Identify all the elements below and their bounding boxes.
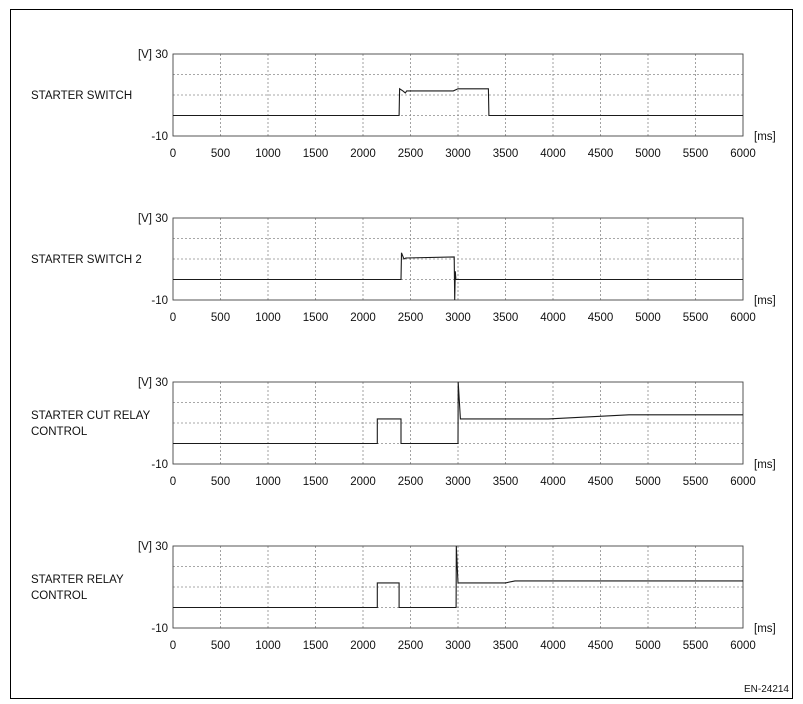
x-unit-label: [ms]	[754, 131, 776, 143]
y-max-label: [V] 30	[138, 213, 168, 225]
y-max-label: [V] 30	[138, 49, 168, 61]
signal-name-label: CONTROL	[31, 426, 88, 438]
signal-name-label: STARTER RELAY	[31, 574, 124, 586]
x-tick-label: 1000	[255, 476, 281, 488]
x-tick-label: 1500	[303, 476, 329, 488]
scope-panel: [V] 30 -10 [ms] 0 500 1000 1500 2000 2500 3000 350…	[31, 377, 776, 488]
waveform-trace	[173, 252, 743, 301]
x-tick-label: 1000	[255, 640, 281, 652]
x-unit-label: [ms]	[754, 295, 776, 307]
x-tick-label: 3500	[493, 640, 519, 652]
x-tick-label: 1500	[303, 640, 329, 652]
waveform-trace	[173, 545, 743, 609]
x-tick-label: 6000	[730, 476, 756, 488]
x-tick-label: 6000	[730, 640, 756, 652]
x-tick-label: 5000	[635, 640, 661, 652]
x-tick-label: 2000	[350, 476, 376, 488]
x-tick-label: 1000	[255, 312, 281, 324]
x-tick-label: 500	[211, 476, 230, 488]
x-tick-label: 4500	[588, 476, 614, 488]
x-tick-label: 4000	[540, 312, 566, 324]
y-max-label: [V] 30	[138, 377, 168, 389]
x-tick-label: 1000	[255, 148, 281, 160]
y-max-label: [V] 30	[138, 541, 168, 553]
x-unit-label: [ms]	[754, 459, 776, 471]
signal-name-label: STARTER SWITCH	[31, 90, 132, 102]
figure-frame	[10, 9, 793, 699]
scope-panel: [V] 30 -10 [ms] 0 500 1000 1500 2000 2500 3000 350…	[31, 213, 776, 324]
x-tick-label: 2000	[350, 312, 376, 324]
y-min-label: -10	[151, 623, 168, 635]
x-tick-label: 2000	[350, 148, 376, 160]
x-tick-label: 2500	[398, 476, 424, 488]
y-min-label: -10	[151, 295, 168, 307]
plot-frame	[172, 545, 744, 629]
x-tick-label: 6000	[730, 148, 756, 160]
scope-panel: [V] 30 -10 [ms] 0 500 1000 1500 2000 2500 3000 350…	[31, 49, 776, 160]
x-tick-label: 3500	[493, 312, 519, 324]
x-tick-label: 5500	[683, 148, 709, 160]
x-tick-label: 0	[170, 640, 176, 652]
x-tick-label: 3000	[445, 640, 471, 652]
x-tick-label: 4500	[588, 148, 614, 160]
x-tick-label: 5000	[635, 148, 661, 160]
x-tick-label: 3000	[445, 312, 471, 324]
x-tick-label: 5000	[635, 476, 661, 488]
x-tick-label: 5500	[683, 312, 709, 324]
scope-panel: [V] 30 -10 [ms] 0 500 1000 1500 2000 2500 3000 350…	[31, 541, 776, 652]
x-tick-label: 0	[170, 148, 176, 160]
x-tick-label: 1500	[303, 312, 329, 324]
x-tick-label: 1500	[303, 148, 329, 160]
x-tick-label: 5500	[683, 476, 709, 488]
x-tick-label: 500	[211, 148, 230, 160]
x-tick-label: 500	[211, 640, 230, 652]
x-tick-label: 2500	[398, 312, 424, 324]
x-tick-label: 2500	[398, 148, 424, 160]
figure-code: EN-24214	[743, 684, 789, 695]
x-tick-label: 5000	[635, 312, 661, 324]
x-tick-label: 3500	[493, 476, 519, 488]
x-tick-label: 5500	[683, 640, 709, 652]
x-tick-label: 4000	[540, 476, 566, 488]
waveform-trace	[173, 87, 743, 117]
x-unit-label: [ms]	[754, 623, 776, 635]
x-tick-label: 4500	[588, 312, 614, 324]
waveform-trace	[173, 381, 743, 445]
x-tick-label: 3000	[445, 476, 471, 488]
plot-frame	[172, 53, 744, 137]
x-tick-label: 0	[170, 476, 176, 488]
x-tick-label: 500	[211, 312, 230, 324]
x-tick-label: 0	[170, 312, 176, 324]
x-tick-label: 2000	[350, 640, 376, 652]
signal-name-label: STARTER CUT RELAY	[31, 410, 151, 422]
x-tick-label: 2500	[398, 640, 424, 652]
x-tick-label: 4000	[540, 640, 566, 652]
x-tick-label: 6000	[730, 312, 756, 324]
x-tick-label: 4500	[588, 640, 614, 652]
x-tick-label: 3000	[445, 148, 471, 160]
signal-name-label: STARTER SWITCH 2	[31, 254, 142, 266]
x-tick-label: 4000	[540, 148, 566, 160]
y-min-label: -10	[151, 131, 168, 143]
x-tick-label: 3500	[493, 148, 519, 160]
y-min-label: -10	[151, 459, 168, 471]
plot-frame	[172, 217, 744, 301]
signal-name-label: CONTROL	[31, 590, 88, 602]
